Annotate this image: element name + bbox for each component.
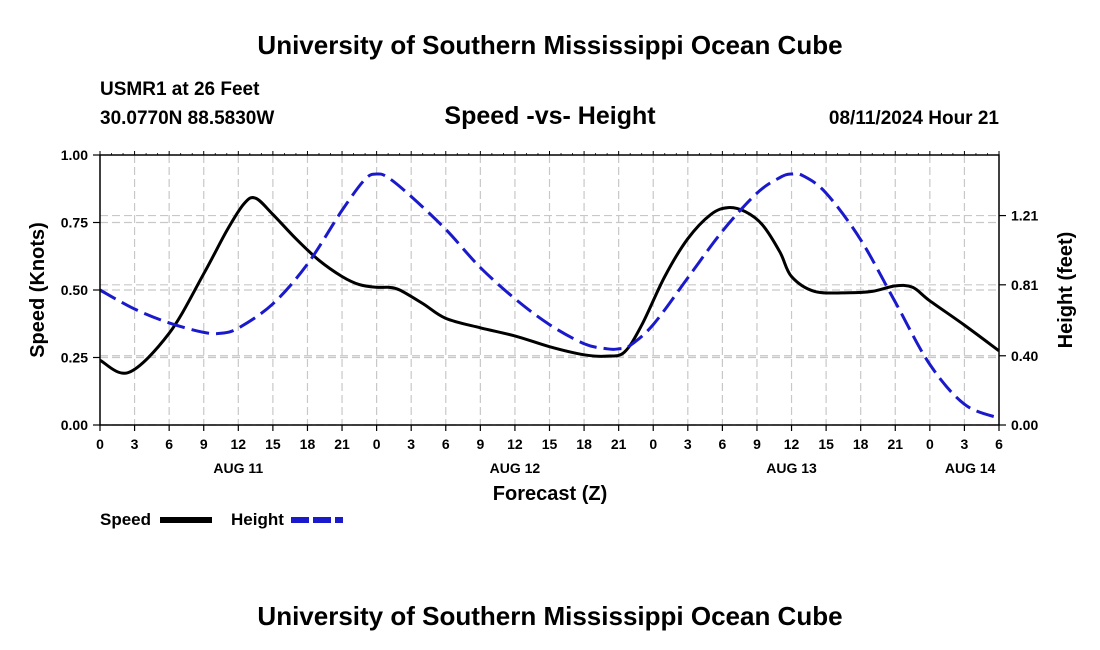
- x-tick-label: 3: [131, 436, 139, 452]
- x-tick-label: 18: [576, 436, 592, 452]
- main-title: University of Southern Mississippi Ocean…: [257, 30, 842, 60]
- x-date-label: AUG 12: [490, 460, 541, 476]
- x-tick-label: 3: [407, 436, 415, 452]
- x-tick-label: 6: [718, 436, 726, 452]
- x-date-label: AUG 11: [213, 460, 263, 476]
- y-tick-label: 1.00: [61, 147, 88, 163]
- x-tick-label: 21: [887, 436, 903, 452]
- chart-subtitle: Speed -vs- Height: [444, 102, 656, 130]
- x-tick-label: 9: [200, 436, 208, 452]
- x-tick-label: 0: [96, 436, 104, 452]
- legend-label-speed: Speed: [100, 510, 151, 529]
- series-layer: [99, 172, 1000, 420]
- y2-tick-label: 0.00: [1011, 417, 1038, 433]
- x-tick-label: 0: [373, 436, 381, 452]
- x-tick-label: 18: [300, 436, 316, 452]
- y-axis-label: Speed (Knots): [27, 222, 49, 358]
- x-tick-label: 3: [684, 436, 692, 452]
- y2-tick-label: 1.21: [1011, 208, 1038, 224]
- series-line-height: [99, 172, 1000, 420]
- y-tick-label: 0.25: [61, 350, 88, 366]
- x-tick-label: 18: [853, 436, 869, 452]
- x-tick-label: 21: [611, 436, 627, 452]
- x-tick-label: 6: [442, 436, 450, 452]
- x-tick-label: 3: [961, 436, 969, 452]
- x-tick-label: 21: [334, 436, 350, 452]
- x-tick-label: 12: [507, 436, 523, 452]
- grid: [100, 155, 999, 426]
- legend: Speed Height: [100, 510, 343, 529]
- x-tick-label: 15: [818, 436, 834, 452]
- x-tick-label: 15: [265, 436, 281, 452]
- x-tick-label: 12: [231, 436, 247, 452]
- footer-title: University of Southern Mississippi Ocean…: [257, 601, 842, 631]
- y-tick-label: 0.50: [61, 282, 88, 298]
- legend-label-height: Height: [231, 510, 284, 529]
- x-tick-label: 9: [476, 436, 484, 452]
- datetime-label: 08/11/2024 Hour 21: [829, 108, 999, 129]
- x-tick-label: 6: [995, 436, 1003, 452]
- x-date-label: AUG 13: [766, 460, 817, 476]
- tick-layer: 0 3 6 9 12 15 18 21 0 3 6 9 12 15 18 21 0 3 6 9 12 15 18 21 0 3 6 A…: [61, 147, 1039, 476]
- y-tick-label: 0.75: [61, 215, 88, 231]
- series-line-speed: [99, 196, 1000, 375]
- y2-tick-label: 0.81: [1011, 277, 1038, 293]
- station-label: USMR1 at 26 Feet: [100, 79, 260, 100]
- x-tick-label: 9: [753, 436, 761, 452]
- y2-axis-label: Height (feet): [1055, 232, 1077, 349]
- x-tick-label: 0: [649, 436, 657, 452]
- x-date-label: AUG 14: [945, 460, 996, 476]
- x-tick-label: 0: [926, 436, 934, 452]
- y-tick-label: 0.00: [61, 417, 88, 433]
- x-tick-label: 12: [784, 436, 800, 452]
- y2-tick-label: 0.40: [1011, 348, 1038, 364]
- x-axis-label: Forecast (Z): [493, 483, 607, 505]
- x-tick-label: 15: [542, 436, 558, 452]
- location-label: 30.0770N 88.5830W: [100, 108, 274, 129]
- x-tick-label: 6: [165, 436, 173, 452]
